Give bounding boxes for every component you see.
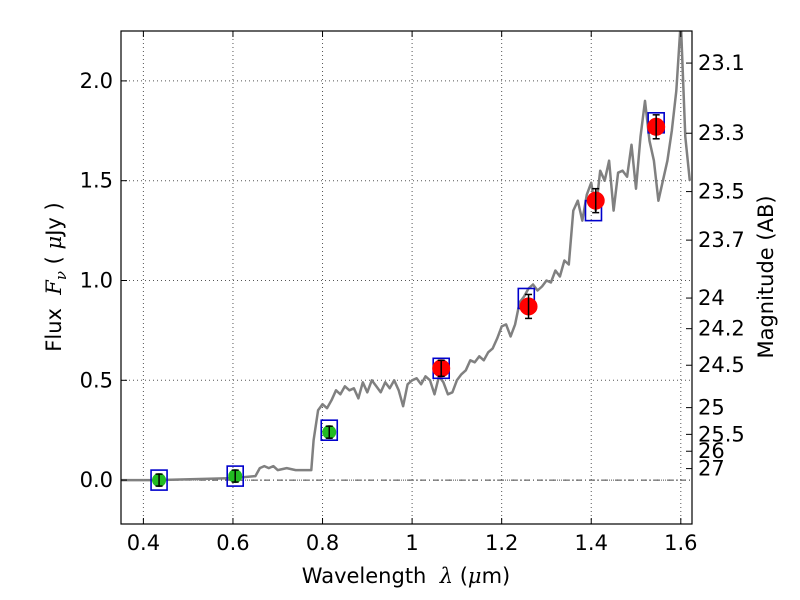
- observed-points: [152, 117, 666, 488]
- x-tick-label-0: 0.4: [127, 531, 160, 555]
- y2-tick-label-9: 26: [698, 439, 725, 463]
- model-box-1: [226, 465, 244, 487]
- x-axis-title: Wavelength λ (μm): [302, 564, 510, 588]
- green-errorbar-1: [231, 469, 239, 483]
- y-tick-label-2: 1.0: [80, 268, 113, 292]
- y2-tick-label-1: 23.3: [698, 121, 745, 145]
- y-tick-label-3: 1.5: [80, 169, 113, 193]
- x-tick-label-3: 1: [405, 531, 418, 555]
- model-box-2: [320, 419, 339, 441]
- y-tick-label-1: 0.5: [80, 368, 113, 392]
- y-tick-label-4: 2.0: [80, 69, 113, 93]
- x-tick-label-6: 1.6: [664, 531, 697, 555]
- x-tick-label-5: 1.4: [575, 531, 608, 555]
- model-box-0: [150, 469, 168, 491]
- y2-tick-label-3: 23.7: [698, 228, 745, 252]
- x-axis-ticks: 0.4 0.6 0.8 1 1.2 1.4 1.6: [127, 31, 698, 555]
- green-errorbar-2: [325, 425, 333, 439]
- y2-tick-label-2: 23.5: [698, 180, 745, 204]
- plot-frame: [120, 30, 693, 525]
- x-tick-label-2: 0.8: [306, 531, 339, 555]
- green-errorbar-0: [155, 473, 163, 487]
- y2-tick-label-10: 27: [698, 457, 725, 481]
- y2-tick-label-0: 23.1: [698, 51, 745, 75]
- y2-tick-label-4: 24: [698, 286, 725, 310]
- y2-tick-label-6: 24.5: [698, 353, 745, 377]
- grid: [121, 31, 692, 524]
- y2-tick-label-8: 25.5: [698, 422, 745, 446]
- red-errorbar-0: [437, 359, 445, 378]
- model-spectrum-line: [121, 31, 692, 482]
- model-photometry-boxes: [150, 112, 665, 491]
- red-errorbar-3: [652, 114, 660, 140]
- y-tick-label-0: 0.0: [80, 468, 113, 492]
- red-errorbar-2: [592, 187, 600, 214]
- y2-tick-label-7: 25: [698, 396, 725, 420]
- y2-tick-label-5: 24.2: [698, 317, 745, 341]
- x-tick-label-4: 1.2: [485, 531, 518, 555]
- y2-axis-title: Magnitude (AB): [754, 195, 778, 358]
- red-errorbar-1: [525, 293, 533, 320]
- error-bars: [155, 114, 660, 487]
- y-axis-ticks: 0.0 0.5 1.0 1.5 2.0: [80, 69, 127, 492]
- y-axis-title: Flux Fν ( μJy ): [42, 202, 70, 351]
- x-tick-label-1: 0.6: [216, 531, 249, 555]
